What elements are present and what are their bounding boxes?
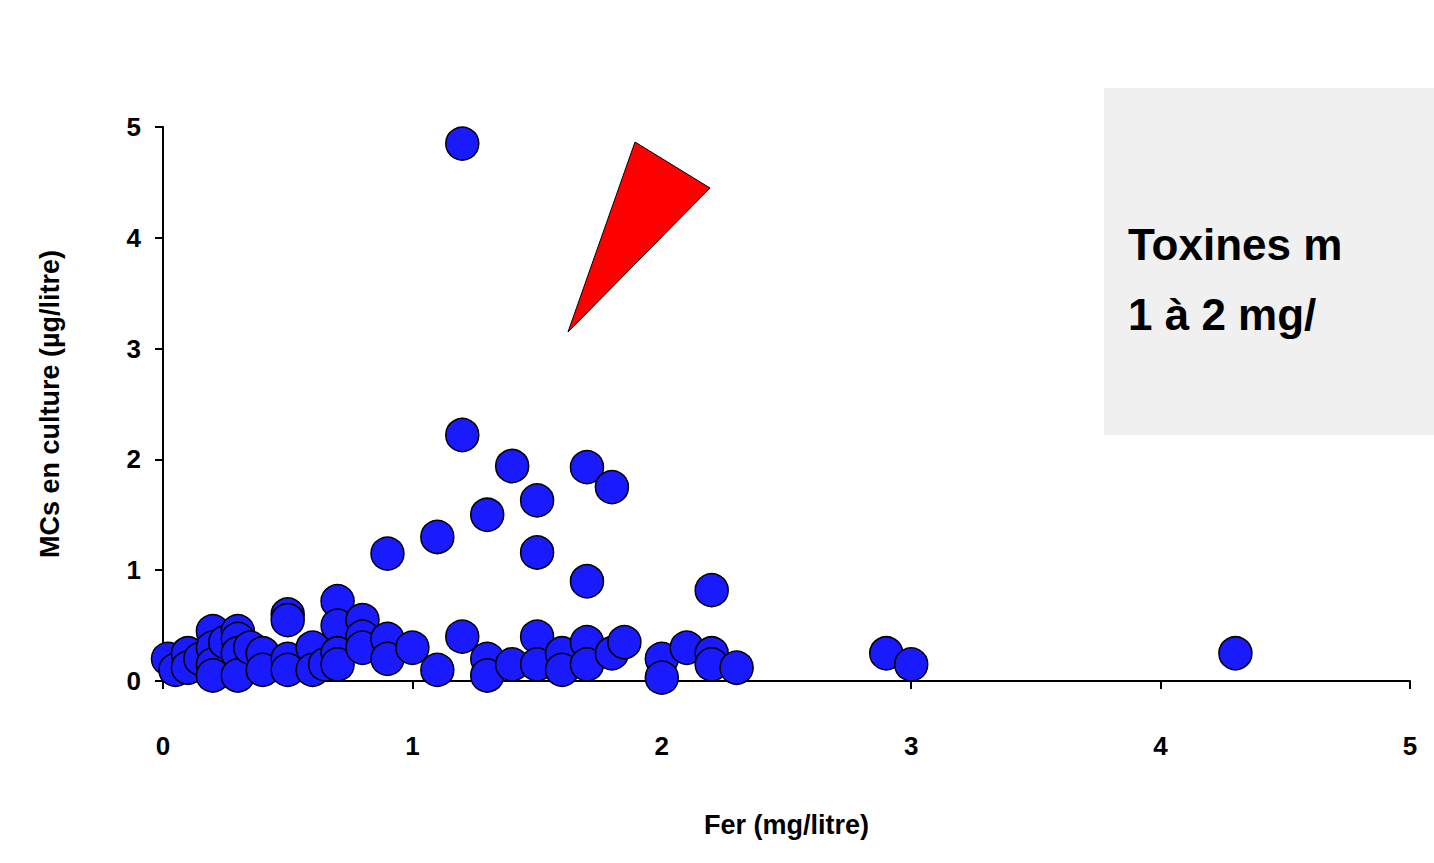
svg-text:4: 4 [1153,731,1168,761]
svg-text:1: 1 [127,555,141,585]
svg-text:5: 5 [1403,731,1417,761]
svg-text:2: 2 [127,444,141,474]
svg-text:3: 3 [127,334,141,364]
svg-text:MCs en culture (µg/litre): MCs en culture (µg/litre) [35,250,65,558]
svg-text:2: 2 [655,731,669,761]
svg-text:Toxines m: Toxines m [1128,220,1342,269]
svg-text:4: 4 [127,223,142,253]
svg-text:0: 0 [156,731,170,761]
svg-text:1 à 2 mg/: 1 à 2 mg/ [1128,290,1316,339]
svg-text:3: 3 [904,731,918,761]
svg-text:0: 0 [127,666,141,696]
svg-text:5: 5 [127,112,141,142]
svg-text:Fer (mg/litre): Fer (mg/litre) [704,810,869,840]
svg-text:1: 1 [405,731,419,761]
